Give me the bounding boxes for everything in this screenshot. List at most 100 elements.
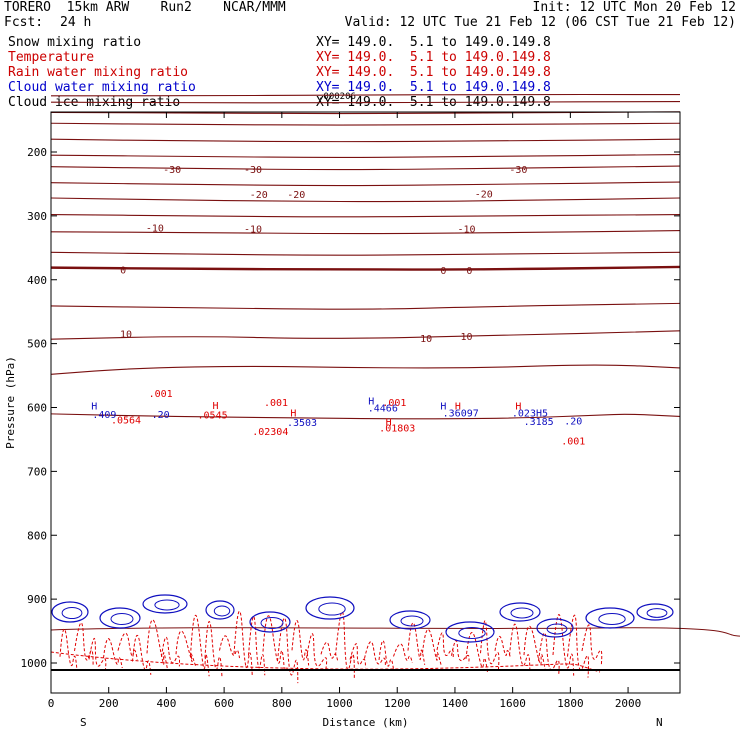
rain-contours xyxy=(50,610,603,684)
cloud-contour xyxy=(213,605,231,617)
cloud-label: H xyxy=(440,402,446,413)
temperature-label: 10 xyxy=(420,334,432,345)
y-tick-label: 600 xyxy=(27,402,47,415)
rain-contour xyxy=(538,632,560,676)
rain-contour xyxy=(407,622,426,665)
cloud-contour xyxy=(585,607,635,629)
rain-label: .001 xyxy=(561,437,585,448)
cloud-label: .409 xyxy=(92,410,116,421)
temperature-contour xyxy=(50,197,681,203)
cloud-label: .023H5 xyxy=(512,409,548,420)
x-tick-label: 1800 xyxy=(557,697,584,710)
temperature-contours xyxy=(50,93,740,637)
cloud-label: H xyxy=(368,396,374,407)
rain-label: H xyxy=(515,402,521,413)
rain-contour xyxy=(567,614,590,678)
field-rain: Rain water mixing ratio xyxy=(8,65,189,80)
temperature-label: -20 xyxy=(287,190,305,201)
y-axis-label: Pressure (hPa) xyxy=(4,356,17,449)
rain-contour xyxy=(219,635,240,659)
rain-label: .001 xyxy=(264,398,288,409)
y-tick-label: 200 xyxy=(27,146,47,159)
rain-contour xyxy=(494,635,512,659)
x-axis-label: Distance (km) xyxy=(322,716,408,729)
cloud-contour xyxy=(636,603,674,621)
field-temperature-xy: XY= 149.0. 5.1 to 149.0.149.8 xyxy=(316,50,551,65)
rain-contour xyxy=(175,630,197,667)
x-tick-label: 800 xyxy=(272,697,292,710)
rain-contour xyxy=(233,610,253,676)
temperature-contour xyxy=(50,154,681,158)
rain-contour xyxy=(581,624,603,665)
rain-contour xyxy=(50,651,601,673)
temperature-label: 10 xyxy=(460,332,472,343)
cloud-contour xyxy=(142,594,188,614)
y-tick-label: 400 xyxy=(27,274,47,287)
temperature-contour xyxy=(50,165,681,171)
rain-label: .001 xyxy=(149,389,173,400)
rain-contour xyxy=(103,638,123,669)
x-tick-label: 400 xyxy=(156,697,176,710)
field-cloud-water: Cloud water mixing ratio xyxy=(8,80,196,95)
cloud-contour xyxy=(546,623,568,635)
cloud-label: .4466 xyxy=(368,404,398,415)
rain-contour xyxy=(523,625,546,670)
temperature-contour xyxy=(50,230,681,235)
temperature-label: 10 xyxy=(120,329,132,340)
temperature-contour xyxy=(50,364,681,375)
temperature-contour xyxy=(50,330,681,340)
cloud-contour xyxy=(305,596,355,620)
rain-contour xyxy=(117,632,138,660)
rain-label: .0564 xyxy=(111,416,141,427)
rain-contour xyxy=(306,633,328,671)
overlap-note: .000206 xyxy=(318,92,356,102)
cloud-contour xyxy=(458,627,486,639)
temperature-label: 0 xyxy=(120,266,126,277)
contour-labels: -30 -30 -30 -20 -20 -20 -10 -10 -10 0 0 0 10 10 10 .001… xyxy=(91,165,585,447)
temperature-label: -20 xyxy=(475,190,493,201)
rain-label: .01803 xyxy=(379,423,415,434)
temperature-contour xyxy=(50,138,681,143)
cloud-label: .36097 xyxy=(443,409,479,420)
rain-contour xyxy=(465,632,489,673)
field-cloud-water-xy: XY= 149.0. 5.1 to 149.0.149.8 xyxy=(316,80,551,95)
init-time: Init: 12 UTC Mon 20 Feb 12 xyxy=(532,0,737,15)
rain-contour xyxy=(291,620,310,666)
rain-label: .0545 xyxy=(198,411,228,422)
rain-contour xyxy=(161,636,181,667)
rain-contour xyxy=(509,623,531,672)
cloud-contour xyxy=(499,602,541,622)
rain-contour xyxy=(132,634,152,675)
temperature-contour xyxy=(50,214,681,218)
rain-label: H xyxy=(455,402,461,413)
cloud-contour xyxy=(389,610,431,630)
cloud-contour xyxy=(51,601,89,623)
temperature-label: -10 xyxy=(244,225,262,236)
rain-label: H xyxy=(290,409,296,420)
field-snow: Snow mixing ratio xyxy=(8,35,142,50)
valid-time: Valid: 12 UTC Tue 21 Feb 12 (06 CST Tue … xyxy=(344,15,736,30)
cloud-contour xyxy=(99,607,141,629)
temperature-label: -10 xyxy=(146,223,164,234)
axes: 0 200 400 600 800 1000 1200 1400 1600 1800 2000200… xyxy=(21,112,680,710)
temperature-label: -10 xyxy=(457,225,475,236)
y-tick-label: 700 xyxy=(27,465,47,478)
cloud-contour xyxy=(260,617,284,629)
cloud-contour xyxy=(154,599,180,611)
rain-contour xyxy=(364,641,386,668)
cloud-contour xyxy=(510,607,534,619)
temperature-contour xyxy=(50,627,740,637)
temperature-contour xyxy=(50,111,681,115)
rain-contour xyxy=(248,616,266,676)
cloud-water-contours xyxy=(51,594,674,643)
cloud-contour xyxy=(205,600,235,620)
x-tick-label: 1200 xyxy=(384,697,411,710)
rain-contour xyxy=(320,641,339,661)
temperature-contour xyxy=(50,100,681,104)
rain-contour xyxy=(436,632,454,659)
field-temperature: Temperature xyxy=(8,50,95,65)
rain-contour xyxy=(451,640,470,664)
cloud-contour xyxy=(646,608,668,618)
temperature-contour xyxy=(50,265,681,271)
